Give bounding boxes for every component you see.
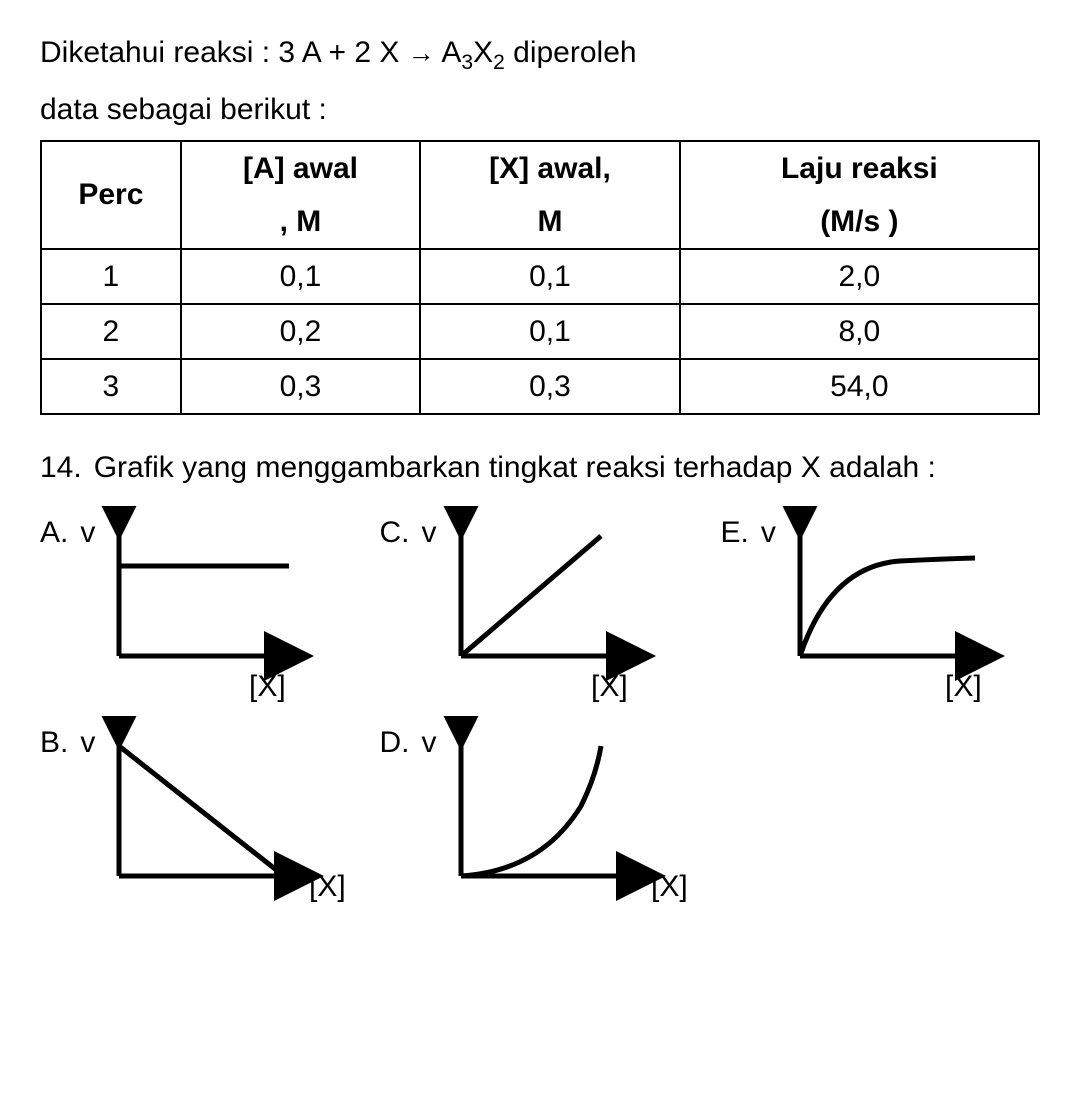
cell-rate: 2,0 bbox=[680, 249, 1039, 304]
question: 14. Grafik yang menggambarkan tingkat re… bbox=[40, 445, 1040, 490]
option-b-v: v bbox=[80, 720, 95, 765]
option-c-v: v bbox=[422, 510, 437, 555]
question-number: 14. bbox=[40, 445, 82, 490]
cell-x: 0,3 bbox=[420, 359, 679, 414]
option-c-label: C. bbox=[380, 510, 410, 555]
cell-perc: 1 bbox=[41, 249, 181, 304]
option-e: E. v [X] bbox=[721, 506, 1041, 706]
cell-a: 0,3 bbox=[181, 359, 421, 414]
header-a-bottom: , M bbox=[181, 195, 421, 249]
option-b: B. v [X] bbox=[40, 716, 360, 916]
header-perc: Perc bbox=[41, 141, 181, 249]
product-sub2: 2 bbox=[493, 51, 505, 74]
product-sub1: 3 bbox=[461, 51, 473, 74]
intro-line-1: Diketahui reaksi : 3 A + 2 X → A3X2 dipe… bbox=[40, 30, 1040, 79]
header-x-bottom: M bbox=[420, 195, 679, 249]
options-container: A. v [X] C. v bbox=[40, 506, 1040, 916]
table-row: 1 0,1 0,1 2,0 bbox=[41, 249, 1039, 304]
header-rate-top: Laju reaksi bbox=[680, 141, 1039, 195]
option-d-xlabel: [X] bbox=[651, 870, 688, 903]
product-a: A bbox=[441, 36, 461, 69]
product-x: X bbox=[473, 36, 493, 69]
graph-d-icon: [X] bbox=[441, 716, 701, 916]
header-x-top: [X] awal, bbox=[420, 141, 679, 195]
option-c: C. v [X] bbox=[380, 506, 701, 706]
cell-rate: 54,0 bbox=[680, 359, 1039, 414]
cell-x: 0,1 bbox=[420, 304, 679, 359]
option-b-xlabel: [X] bbox=[309, 870, 346, 903]
cell-a: 0,2 bbox=[181, 304, 421, 359]
option-e-label: E. bbox=[721, 510, 749, 555]
cell-rate: 8,0 bbox=[680, 304, 1039, 359]
option-e-xlabel: [X] bbox=[945, 670, 982, 703]
option-a-label: A. bbox=[40, 510, 68, 555]
cell-perc: 3 bbox=[41, 359, 181, 414]
option-d-label: D. bbox=[380, 720, 410, 765]
arrow-icon: → bbox=[408, 38, 435, 68]
option-a-xlabel: [X] bbox=[249, 670, 286, 703]
graph-e-icon: [X] bbox=[780, 506, 1020, 706]
option-e-v: v bbox=[761, 510, 776, 555]
data-table: Perc [A] awal [X] awal, Laju reaksi , M … bbox=[40, 140, 1040, 415]
table-row: 2 0,2 0,1 8,0 bbox=[41, 304, 1039, 359]
cell-a: 0,1 bbox=[181, 249, 421, 304]
table-row: 3 0,3 0,3 54,0 bbox=[41, 359, 1039, 414]
intro-prefix: Diketahui reaksi : 3 A + 2 X bbox=[40, 36, 408, 69]
intro-line-2: data sebagai berikut : bbox=[40, 87, 1040, 132]
option-a-v: v bbox=[80, 510, 95, 555]
intro-suffix: diperoleh bbox=[505, 36, 637, 69]
cell-perc: 2 bbox=[41, 304, 181, 359]
option-c-xlabel: [X] bbox=[591, 670, 628, 703]
option-d-v: v bbox=[422, 720, 437, 765]
header-rate-bottom: (M/s ) bbox=[680, 195, 1039, 249]
question-text: Grafik yang menggambarkan tingkat reaksi… bbox=[94, 445, 1040, 490]
option-b-label: B. bbox=[40, 720, 68, 765]
option-d: D. v [X] bbox=[380, 716, 701, 916]
graph-b-icon: [X] bbox=[99, 716, 359, 916]
graph-a-icon: [X] bbox=[99, 506, 339, 706]
cell-x: 0,1 bbox=[420, 249, 679, 304]
option-a: A. v [X] bbox=[40, 506, 360, 706]
graph-c-icon: [X] bbox=[441, 506, 681, 706]
header-a-top: [A] awal bbox=[181, 141, 421, 195]
